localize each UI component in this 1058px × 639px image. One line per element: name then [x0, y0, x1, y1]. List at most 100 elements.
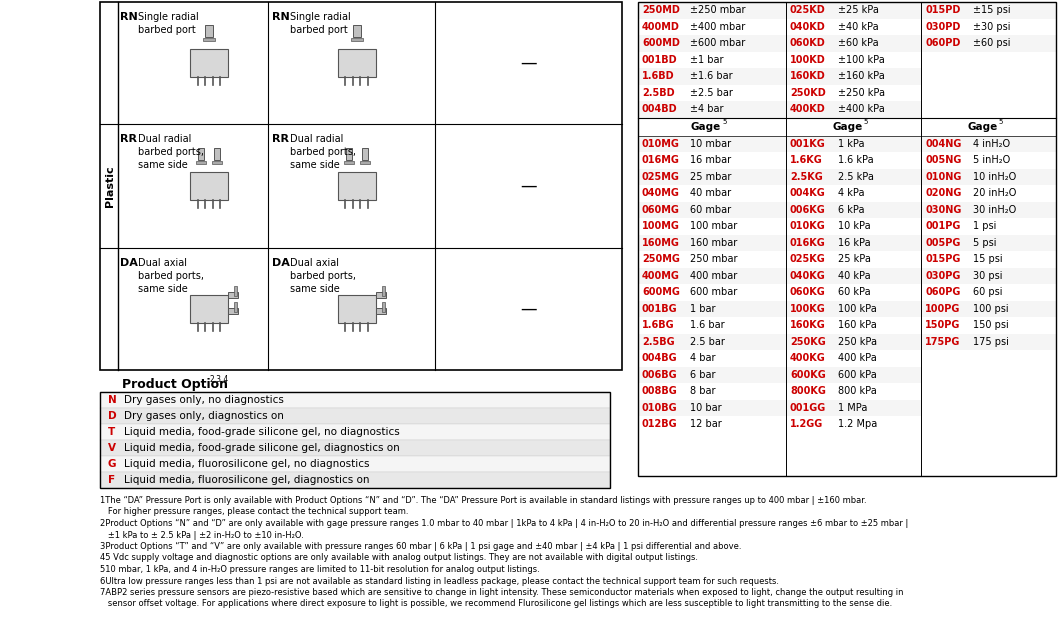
Bar: [922, 19, 1056, 35]
Text: 025KD: 025KD: [790, 5, 825, 15]
Text: Single radial
barbed port: Single radial barbed port: [138, 12, 199, 35]
Text: 250 kPa: 250 kPa: [838, 337, 877, 347]
Bar: [350, 38, 363, 41]
Text: 800KG: 800KG: [790, 386, 826, 396]
Text: ±60 kPa: ±60 kPa: [838, 38, 878, 49]
Text: 6Ultra low pressure ranges less than 1 psi are not available as standard listing: 6Ultra low pressure ranges less than 1 p…: [101, 576, 779, 585]
Text: 020NG: 020NG: [925, 189, 962, 198]
Text: 60 psi: 60 psi: [973, 288, 1003, 297]
Bar: [190, 172, 229, 200]
Bar: [922, 334, 1056, 350]
Text: Gage: Gage: [691, 121, 722, 132]
Text: 400MD: 400MD: [642, 22, 680, 32]
Bar: [638, 399, 786, 416]
Text: 250MD: 250MD: [642, 5, 680, 15]
Text: 6 bar: 6 bar: [690, 370, 715, 380]
Text: 100 kPa: 100 kPa: [838, 304, 877, 314]
Text: 4 kPa: 4 kPa: [838, 189, 864, 198]
Text: 1 MPa: 1 MPa: [838, 403, 868, 413]
Text: Liquid media, fluorosilicone gel, diagnostics on: Liquid media, fluorosilicone gel, diagno…: [124, 475, 369, 485]
Text: ±60 psi: ±60 psi: [973, 38, 1010, 49]
Text: 600 kPa: 600 kPa: [838, 370, 877, 380]
Bar: [101, 472, 610, 488]
Text: 001PG: 001PG: [925, 221, 961, 231]
Text: 150 psi: 150 psi: [973, 320, 1008, 330]
Bar: [638, 35, 786, 52]
Text: 015PG: 015PG: [925, 254, 961, 265]
Text: 006BG: 006BG: [642, 370, 677, 380]
Text: RN: RN: [120, 12, 138, 22]
Bar: [382, 286, 384, 296]
Text: 10 bar: 10 bar: [690, 403, 722, 413]
Bar: [362, 148, 367, 160]
Text: 025MG: 025MG: [642, 172, 680, 181]
Text: ±1 bar: ±1 bar: [690, 55, 724, 65]
Text: 100PG: 100PG: [925, 304, 961, 314]
Bar: [638, 101, 786, 118]
Bar: [196, 161, 206, 164]
Text: 2.5BD: 2.5BD: [642, 88, 675, 98]
Text: 40 kPa: 40 kPa: [838, 271, 871, 281]
Bar: [638, 169, 786, 185]
Bar: [638, 235, 786, 251]
Bar: [638, 2, 1056, 476]
Bar: [786, 235, 922, 251]
Text: 30 psi: 30 psi: [973, 271, 1003, 281]
Text: 004NG: 004NG: [925, 139, 962, 149]
Bar: [922, 218, 1056, 235]
Text: 600 mbar: 600 mbar: [690, 288, 737, 297]
Bar: [922, 2, 1056, 19]
Bar: [101, 408, 610, 424]
Text: 25 kPa: 25 kPa: [838, 254, 871, 265]
Text: 1The “DA” Pressure Port is only available with Product Options “N” and “D”. The : 1The “DA” Pressure Port is only availabl…: [101, 496, 867, 505]
Text: 510 mbar, 1 kPa, and 4 in-H₂O pressure ranges are limited to 11-bit resolution f: 510 mbar, 1 kPa, and 4 in-H₂O pressure r…: [101, 565, 540, 574]
Text: 400KD: 400KD: [790, 104, 825, 114]
Bar: [360, 161, 369, 164]
Text: 6 kPa: 6 kPa: [838, 204, 864, 215]
Bar: [638, 152, 786, 169]
Text: Dual radial
barbed ports,
same side: Dual radial barbed ports, same side: [138, 134, 204, 171]
Text: ±40 kPa: ±40 kPa: [838, 22, 878, 32]
Text: 006KG: 006KG: [790, 204, 825, 215]
Text: 100KG: 100KG: [790, 304, 825, 314]
Bar: [786, 268, 922, 284]
Bar: [376, 292, 385, 298]
Bar: [638, 300, 786, 317]
Text: Dry gases only, diagnostics on: Dry gases only, diagnostics on: [124, 411, 284, 421]
Text: Dry gases only, no diagnostics: Dry gases only, no diagnostics: [124, 395, 284, 405]
Bar: [203, 38, 215, 41]
Text: —: —: [521, 177, 536, 195]
Text: 005NG: 005NG: [925, 155, 962, 166]
Text: F: F: [108, 475, 115, 485]
Text: 060MG: 060MG: [642, 204, 680, 215]
Text: 040MG: 040MG: [642, 189, 680, 198]
Text: RR: RR: [272, 134, 289, 144]
Text: ±250 mbar: ±250 mbar: [690, 5, 746, 15]
Bar: [922, 235, 1056, 251]
Bar: [638, 367, 786, 383]
Bar: [786, 383, 922, 399]
Text: ±160 kPa: ±160 kPa: [838, 72, 884, 81]
Bar: [190, 49, 229, 77]
Bar: [234, 302, 237, 312]
Text: 25 mbar: 25 mbar: [690, 172, 731, 181]
Text: 010KG: 010KG: [790, 221, 825, 231]
Bar: [786, 350, 922, 367]
Bar: [638, 52, 786, 68]
Text: 400 kPa: 400 kPa: [838, 353, 877, 363]
Text: D: D: [108, 411, 116, 421]
Bar: [786, 399, 922, 416]
Bar: [344, 161, 353, 164]
Text: 010MG: 010MG: [642, 139, 680, 149]
Text: 1 kPa: 1 kPa: [838, 139, 864, 149]
Text: sensor offset voltage. For applications where direct exposure to light is possib: sensor offset voltage. For applications …: [101, 599, 892, 608]
Text: ±2.5 bar: ±2.5 bar: [690, 88, 733, 98]
Bar: [101, 424, 610, 440]
Bar: [922, 284, 1056, 300]
Bar: [214, 148, 220, 160]
Text: 40 mbar: 40 mbar: [690, 189, 731, 198]
Bar: [638, 284, 786, 300]
Text: 040KD: 040KD: [790, 22, 825, 32]
Text: 1 psi: 1 psi: [973, 221, 997, 231]
Bar: [786, 169, 922, 185]
